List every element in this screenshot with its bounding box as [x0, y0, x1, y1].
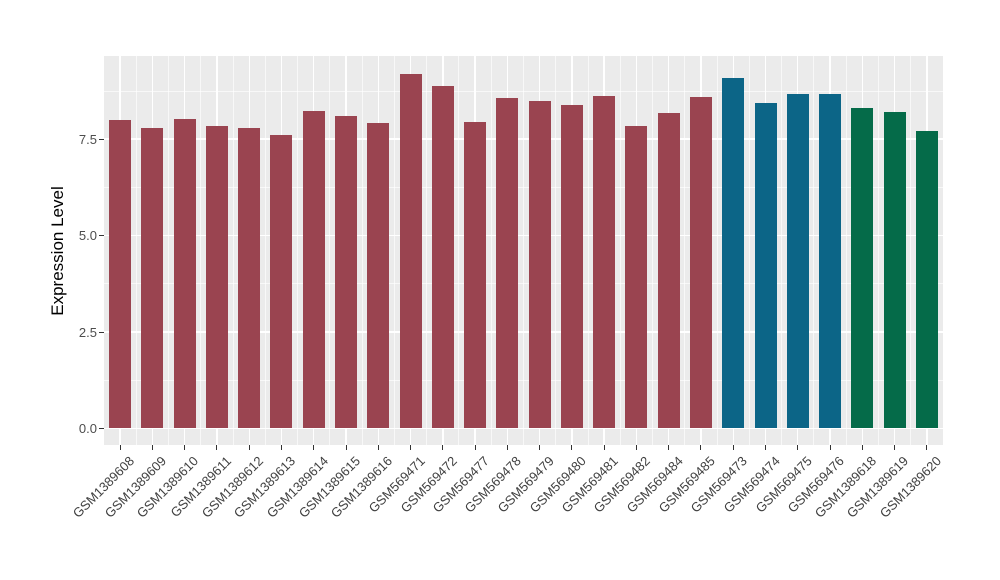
gridline-minor-v — [361, 56, 363, 445]
x-tick-mark — [668, 445, 670, 450]
bar — [819, 94, 842, 429]
x-tick-mark — [184, 445, 186, 450]
x-tick-mark — [442, 445, 444, 450]
gridline-minor-v — [490, 56, 492, 445]
gridline-minor-v — [264, 56, 266, 445]
bar — [560, 104, 583, 429]
y-tick-label: 0.0 — [78, 421, 97, 436]
bar — [141, 127, 164, 429]
y-tick-mark — [99, 428, 104, 429]
bar — [722, 78, 745, 429]
gridline-minor-v — [716, 56, 718, 445]
gridline-minor-v — [910, 56, 912, 445]
gridline-minor-v — [297, 56, 299, 445]
bar — [270, 135, 293, 429]
bar — [915, 130, 938, 429]
bar — [238, 127, 261, 429]
y-tick-label: 2.5 — [78, 324, 97, 340]
gridline-minor-v — [555, 56, 557, 445]
y-tick-mark — [99, 331, 104, 333]
bar — [367, 123, 390, 429]
bar — [399, 74, 422, 429]
bar — [754, 103, 777, 429]
gridline-minor-v — [232, 56, 234, 445]
gridline-minor-v — [652, 56, 654, 445]
bar — [173, 119, 196, 429]
x-tick-mark — [571, 445, 573, 450]
bar — [302, 111, 325, 429]
bar — [657, 113, 680, 429]
x-tick-mark — [506, 445, 508, 450]
bar — [335, 116, 358, 429]
gridline-minor-v — [523, 56, 524, 445]
x-tick-mark — [732, 445, 734, 450]
gridline-minor-v — [684, 56, 686, 445]
x-tick-mark — [216, 445, 218, 450]
bar — [851, 108, 874, 429]
bar — [689, 96, 712, 429]
gridline-minor-v — [393, 56, 395, 445]
y-tick-mark — [99, 138, 104, 140]
x-tick-mark — [603, 445, 605, 450]
x-tick-mark — [700, 445, 702, 450]
x-tick-mark — [119, 445, 121, 450]
bar — [109, 119, 132, 429]
x-tick-mark — [765, 445, 767, 450]
bar — [496, 97, 519, 429]
x-tick-mark — [151, 445, 153, 450]
bar — [625, 125, 648, 429]
gridline-minor-v — [587, 56, 589, 445]
x-tick-mark — [313, 445, 315, 450]
gridline-minor-v — [458, 56, 460, 445]
bar — [786, 94, 809, 429]
bar — [464, 121, 487, 429]
gridline-minor-v — [813, 56, 815, 445]
bar — [431, 85, 454, 429]
plot-panel — [104, 56, 943, 445]
gridline-minor-v — [200, 56, 202, 445]
y-tick-label: 5.0 — [78, 228, 97, 244]
x-tick-mark — [926, 445, 928, 450]
bar — [205, 125, 228, 429]
bar — [883, 112, 906, 429]
gridline-minor-v — [168, 56, 170, 445]
gridline-minor-v — [135, 56, 137, 445]
gridline-minor-v — [877, 56, 879, 445]
x-tick-mark — [410, 445, 412, 450]
x-tick-mark — [280, 445, 282, 450]
x-tick-mark — [377, 445, 379, 450]
x-tick-mark — [829, 445, 831, 450]
x-tick-mark — [539, 445, 541, 450]
x-tick-mark — [474, 445, 476, 450]
gridline-minor-v — [748, 56, 750, 445]
gridline-minor-v — [329, 56, 331, 445]
y-tick-mark — [99, 235, 104, 237]
gridline-minor-v — [781, 56, 783, 445]
x-tick-mark — [861, 445, 863, 450]
gridline-minor-v — [426, 56, 428, 445]
bar — [593, 96, 616, 429]
y-tick-label: 7.5 — [78, 131, 97, 147]
x-tick-mark — [894, 445, 896, 450]
x-tick-mark — [635, 445, 637, 450]
bar — [528, 100, 551, 429]
gridline-minor-v — [845, 56, 847, 445]
x-tick-mark — [797, 445, 799, 450]
x-tick-mark — [248, 445, 250, 450]
x-tick-mark — [345, 445, 347, 450]
gridline-minor-v — [619, 56, 621, 445]
